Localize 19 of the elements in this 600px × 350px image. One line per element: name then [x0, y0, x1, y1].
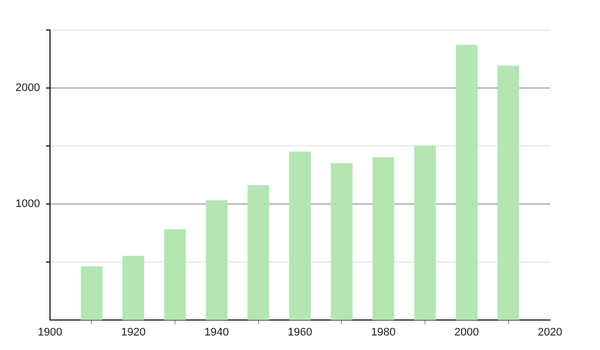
bar	[80, 266, 102, 320]
bar	[414, 146, 436, 320]
x-tick-label: 1920	[121, 326, 146, 339]
bar	[289, 151, 311, 320]
bar	[372, 157, 394, 320]
x-tick-label: 1900	[38, 326, 62, 339]
bar	[330, 163, 352, 320]
x-tick-label: 1940	[204, 326, 229, 339]
bar	[206, 200, 228, 320]
x-tick-label: 2000	[454, 326, 479, 339]
bar	[164, 229, 186, 320]
y-tick-label: 1000	[16, 198, 40, 210]
x-tick-label: 2020	[538, 326, 562, 339]
x-tick-label: 1960	[288, 326, 312, 339]
bar	[456, 44, 478, 320]
bar	[122, 256, 144, 320]
bar	[498, 66, 520, 320]
bar	[248, 185, 270, 320]
x-tick-label: 1980	[371, 326, 396, 339]
